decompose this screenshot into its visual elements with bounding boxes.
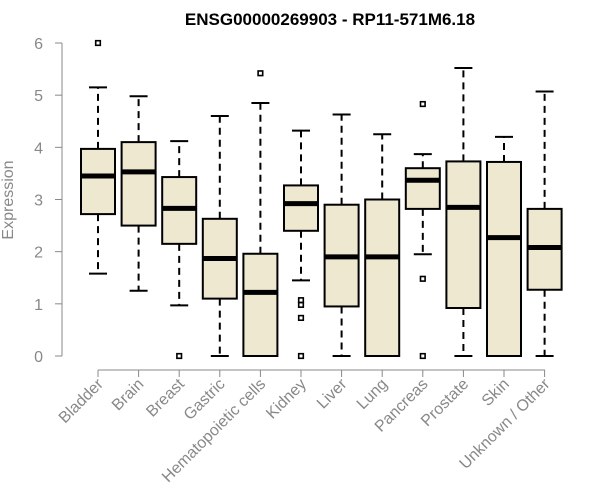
box-kidney	[283, 129, 319, 360]
box-breast	[161, 140, 198, 360]
box-bladder	[80, 39, 116, 275]
box-skin	[486, 135, 522, 357]
x-tick-label-skin: Skin	[479, 376, 513, 410]
outlier-point	[176, 352, 183, 360]
outlier-point	[419, 352, 426, 360]
iqr-box	[445, 160, 482, 310]
x-tick-label-lung: Lung	[354, 376, 391, 413]
y-tick-label-3: 3	[34, 193, 43, 210]
y-tick-label-4: 4	[34, 140, 43, 157]
outlier-point	[257, 70, 264, 77]
box-pancreas	[404, 100, 441, 360]
box-prostate	[445, 67, 482, 357]
x-tick-label-bladder: Bladder	[56, 375, 107, 426]
y-axis-label: Expression	[0, 160, 17, 239]
y-tick-label-0: 0	[34, 349, 43, 366]
box-brain	[120, 95, 157, 292]
iqr-box	[120, 141, 157, 227]
iqr-box	[80, 147, 116, 216]
x-tick-label-brain: Brain	[109, 376, 147, 414]
boxes	[80, 39, 563, 360]
iqr-box	[364, 198, 401, 357]
x-tick-label-liver: Liver	[314, 375, 351, 412]
chart-title: ENSG00000269903 - RP11-571M6.18	[185, 10, 475, 29]
box-gastric	[201, 115, 238, 357]
iqr-box	[242, 252, 279, 357]
box-liver	[323, 113, 360, 357]
iqr-box	[404, 167, 441, 210]
box-unknown-other	[526, 90, 563, 357]
outlier-point	[297, 301, 305, 308]
outlier-point	[297, 314, 305, 322]
box-lung	[364, 133, 401, 357]
iqr-box	[283, 184, 319, 232]
outlier-point	[297, 352, 305, 360]
y-ticks: 0 1 2 3 4 5 6	[34, 36, 62, 366]
y-tick-label-5: 5	[34, 88, 43, 105]
y-tick-label-2: 2	[34, 245, 43, 262]
outlier-point	[419, 100, 426, 108]
outlier-point	[94, 39, 102, 47]
outlier-point	[419, 275, 426, 282]
iqr-box	[486, 160, 522, 357]
x-tick-label-kidney: Kidney	[263, 376, 310, 423]
y-tick-label-1: 1	[34, 297, 43, 314]
y-tick-label-6: 6	[34, 36, 43, 53]
box-hematopoietic-cells	[242, 70, 279, 357]
